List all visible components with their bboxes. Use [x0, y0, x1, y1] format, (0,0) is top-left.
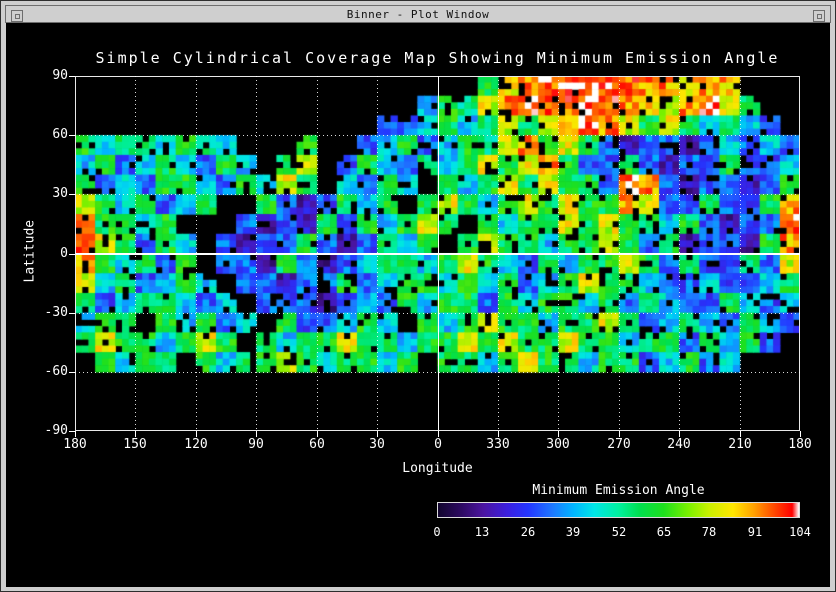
- y-tick: [69, 372, 75, 373]
- window-menu-icon[interactable]: [11, 10, 23, 22]
- y-tick: [69, 313, 75, 314]
- y-tick-label: 60: [52, 127, 68, 142]
- x-tick: [256, 431, 257, 437]
- x-tick: [558, 431, 559, 437]
- colorbar-tick-label: 0: [433, 525, 441, 539]
- colorbar-tick-label: 13: [474, 525, 490, 539]
- y-tick-label: -60: [44, 364, 68, 379]
- gridline-horizontal: [75, 135, 800, 136]
- colorbar-tick-label: 91: [747, 525, 763, 539]
- x-tick: [619, 431, 620, 437]
- x-tick: [740, 431, 741, 437]
- y-tick: [69, 254, 75, 255]
- y-tick-label: 0: [60, 246, 68, 261]
- x-tick-label: 180: [63, 437, 87, 452]
- x-tick-label: 60: [309, 437, 325, 452]
- plot-title: Simple Cylindrical Coverage Map Showing …: [95, 49, 780, 67]
- x-tick: [135, 431, 136, 437]
- y-tick-label: -30: [44, 305, 68, 320]
- colorbar-tick-label: 26: [520, 525, 536, 539]
- maximize-icon[interactable]: [813, 10, 825, 22]
- titlebar[interactable]: Binner - Plot Window: [5, 5, 831, 23]
- y-tick-label: 30: [52, 186, 68, 201]
- colorbar-gradient: [437, 502, 800, 518]
- y-tick: [69, 135, 75, 136]
- x-tick: [75, 431, 76, 437]
- x-tick-label: 90: [248, 437, 264, 452]
- gridline-horizontal: [75, 194, 800, 195]
- x-tick-label: 150: [123, 437, 147, 452]
- colorbar-title: Minimum Emission Angle: [532, 483, 705, 498]
- y-tick-label: -90: [44, 423, 68, 438]
- x-tick-label: 30: [369, 437, 385, 452]
- x-tick: [317, 431, 318, 437]
- x-tick: [679, 431, 680, 437]
- colorbar-tick-label: 39: [565, 525, 581, 539]
- window-title: Binner - Plot Window: [346, 7, 490, 21]
- x-tick: [498, 431, 499, 437]
- gridline-horizontal: [75, 313, 800, 314]
- x-tick-label: 210: [728, 437, 752, 452]
- y-tick: [69, 76, 75, 77]
- x-tick-label: 0: [434, 437, 442, 452]
- colorbar-tick-label: 52: [611, 525, 627, 539]
- x-tick: [196, 431, 197, 437]
- x-tick-label: 120: [184, 437, 208, 452]
- colorbar-tick-label: 104: [789, 525, 811, 539]
- plot-area: Simple Cylindrical Coverage Map Showing …: [6, 23, 830, 587]
- x-tick-label: 180: [788, 437, 812, 452]
- x-tick-label: 330: [486, 437, 510, 452]
- colorbar-tick-label: 65: [656, 525, 672, 539]
- x-tick-label: 270: [607, 437, 631, 452]
- y-tick: [69, 431, 75, 432]
- gridline-horizontal: [75, 372, 800, 373]
- colorbar-tick-label: 78: [701, 525, 717, 539]
- x-tick: [438, 431, 439, 437]
- y-tick: [69, 194, 75, 195]
- equator-line: [75, 253, 800, 255]
- x-tick: [800, 431, 801, 437]
- x-tick-label: 240: [667, 437, 691, 452]
- x-tick: [377, 431, 378, 437]
- x-tick-label: 300: [546, 437, 570, 452]
- y-tick-label: 90: [52, 68, 68, 83]
- x-axis-label: Longitude: [402, 461, 473, 476]
